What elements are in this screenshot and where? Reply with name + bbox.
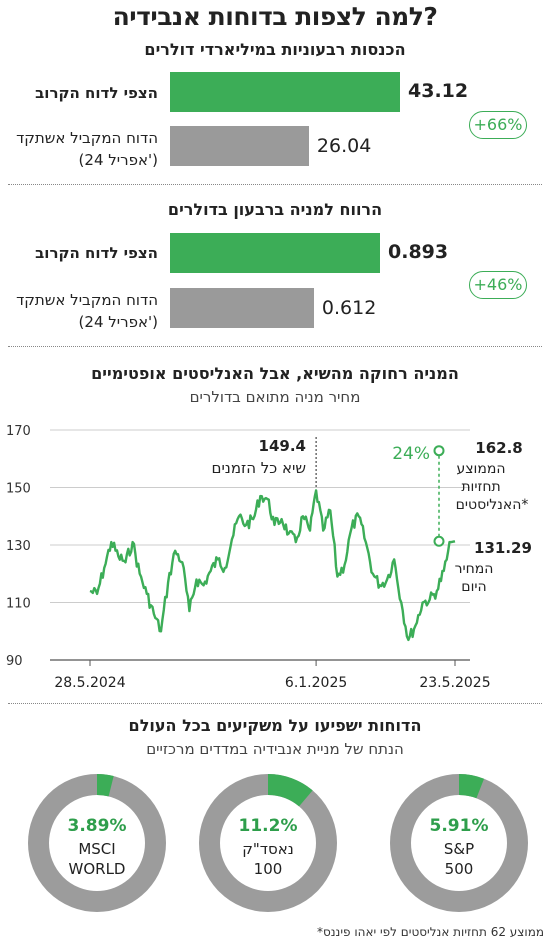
eps-expected-value: 0.893 <box>388 241 449 263</box>
eps-previous-bar <box>170 288 314 328</box>
donut-percent-label: 5.91% <box>430 816 489 836</box>
revenue-expected-bar <box>170 72 400 112</box>
footnote: *ממוצע 62 תחזיות אנליסטים לפי יאהו פיננס <box>316 925 544 939</box>
upside-label: 24% <box>392 444 430 464</box>
x-axis-ticks: 28.5.2024 6.1.2025 23.5.2025 <box>54 660 491 691</box>
eps-previous-label: הדוח המקביל אשתקד <box>16 291 158 309</box>
indices-section-title: הדוחות ישפיעו על משקיעים בכל העולם <box>128 716 422 735</box>
donut-3: 3.89% MSCI WORLD <box>28 774 166 912</box>
revenue-previous-bar <box>170 126 309 166</box>
x-tick-label: 23.5.2025 <box>419 675 490 691</box>
y-tick-label: 90 <box>6 654 23 669</box>
divider <box>8 184 542 185</box>
donut-index-name-line2: 100 <box>254 860 283 878</box>
current-value-label: 131.29 <box>474 539 532 557</box>
revenue-change-badge: +66% <box>469 111 527 139</box>
stock-section-subtitle: מחיר מניה מתואם בדולרים <box>189 388 361 406</box>
donut-percent-label: 11.2% <box>239 816 298 836</box>
target-point <box>433 445 445 457</box>
chart-grid <box>50 429 470 661</box>
target-label-line1: הממוצע <box>456 461 505 477</box>
page-title: למה לצפות בדוחות אנבידיה? <box>112 2 438 31</box>
donut-index-name: S&P <box>444 840 474 858</box>
indices-section-subtitle: הנתח של מניית אנבידיה במדדים מרכזיים <box>146 740 404 758</box>
peak-label: שיא כל הזמנים <box>212 459 307 477</box>
donut-share-segment <box>97 774 114 797</box>
divider <box>8 346 542 347</box>
eps-section-title: הרווח למניה ברבעון בדולרים <box>167 200 383 219</box>
current-label-line1: המחיר <box>455 561 494 577</box>
eps-previous-sublabel: (אפריל 24') <box>78 313 158 331</box>
revenue-previous-value: 26.04 <box>316 135 372 157</box>
peak-value-label: 149.4 <box>259 437 306 455</box>
y-tick-label: 110 <box>6 597 31 612</box>
y-tick-label: 170 <box>6 424 31 439</box>
donut-index-name-line2: WORLD <box>69 860 126 878</box>
revenue-expected-label: הצפי לדוח הקרוב <box>35 84 158 102</box>
donut-2: 11.2% נאסד"ק 100 <box>199 774 337 912</box>
donut-index-name-line2: 500 <box>445 860 474 878</box>
donut-percent-label: 3.89% <box>68 816 127 836</box>
price-series-line <box>89 489 456 642</box>
x-tick-label: 6.1.2025 <box>285 675 347 691</box>
stock-section-title: המניה רחוקה מהשיא, אבל האנליסטים אופטימי… <box>91 364 459 383</box>
index-share-donuts: 5.91% S&P 500 11.2% נאסד"ק 100 3.89% MSCI WORLD <box>28 774 528 912</box>
revenue-previous-label: הדוח המקביל אשתקד <box>16 129 158 147</box>
divider <box>8 703 542 704</box>
y-tick-label: 150 <box>6 482 31 497</box>
eps-expected-label: הצפי לדוח הקרוב <box>35 244 158 262</box>
revenue-previous-sublabel: (אפריל 24') <box>78 151 158 169</box>
target-value-label: 162.8 <box>475 439 522 457</box>
x-tick-label: 28.5.2024 <box>54 675 125 691</box>
target-label-line3: האנליסטים* <box>456 497 529 513</box>
eps-expected-bar <box>170 233 380 273</box>
donut-index-name: נאסד"ק <box>242 840 294 858</box>
donut-1: 5.91% S&P 500 <box>390 774 528 912</box>
y-tick-label: 130 <box>6 539 31 554</box>
current-point <box>433 535 445 547</box>
y-axis-ticks: 90 110 130 150 170 <box>6 424 31 669</box>
current-label-line2: היום <box>461 579 486 595</box>
donut-share-segment <box>268 774 313 807</box>
revenue-section-title: הכנסות רבעוניות במיליארדי דולרים <box>144 40 406 59</box>
revenue-expected-value: 43.12 <box>408 80 469 102</box>
eps-change-badge: +46% <box>469 271 527 299</box>
donut-index-name: MSCI <box>78 840 115 858</box>
donut-share-segment <box>459 774 485 799</box>
target-label-line2: תחזיות <box>461 479 500 495</box>
eps-previous-value: 0.612 <box>321 297 377 319</box>
